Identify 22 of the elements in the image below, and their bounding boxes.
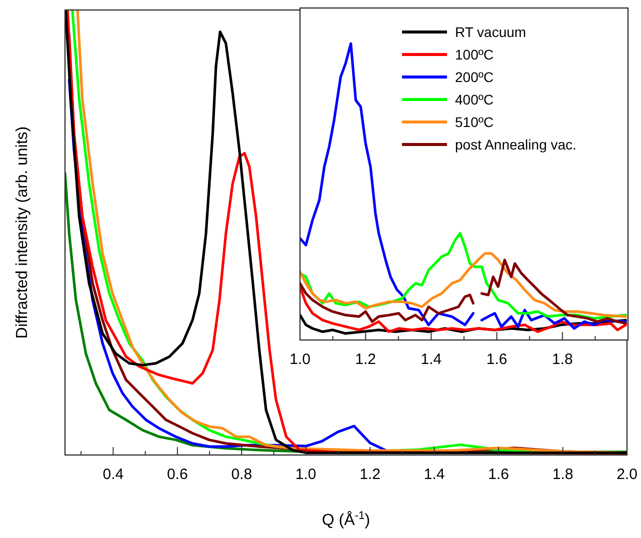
legend-label: 400ºC [455, 92, 494, 108]
x-tick-label: 1.2 [360, 466, 381, 483]
legend-label: 200ºC [455, 69, 494, 85]
x-tick-label: 0.8 [231, 466, 252, 483]
legend-label: 100ºC [455, 46, 494, 62]
x-tick-label: 1.0 [290, 351, 310, 368]
x-tick-label: 1.8 [552, 466, 574, 483]
x-tick-label: 0.4 [102, 466, 124, 483]
legend-label: RT vacuum [455, 24, 526, 40]
legend-label: post Annealing vac. [455, 136, 576, 152]
y-axis-title: Diffracted intensity (arb. units) [14, 126, 31, 339]
x-tick-label: 1.2 [355, 351, 376, 368]
x-tick-label: 1.6 [486, 351, 508, 368]
x-tick-label: 1.8 [552, 351, 573, 368]
x-tick-label: 1.4 [424, 466, 445, 483]
x-tick-label: 2.0 [616, 466, 638, 483]
legend-label: 510ºC [455, 114, 494, 130]
x-axis-title: Q (Å$^{-1}$) [322, 510, 370, 529]
x-tick-label: 1.4 [420, 351, 442, 368]
x-tick-label: 0.6 [166, 466, 188, 483]
x-tick-label: 1.6 [488, 466, 509, 483]
x-tick-label: 1.0 [295, 466, 316, 483]
